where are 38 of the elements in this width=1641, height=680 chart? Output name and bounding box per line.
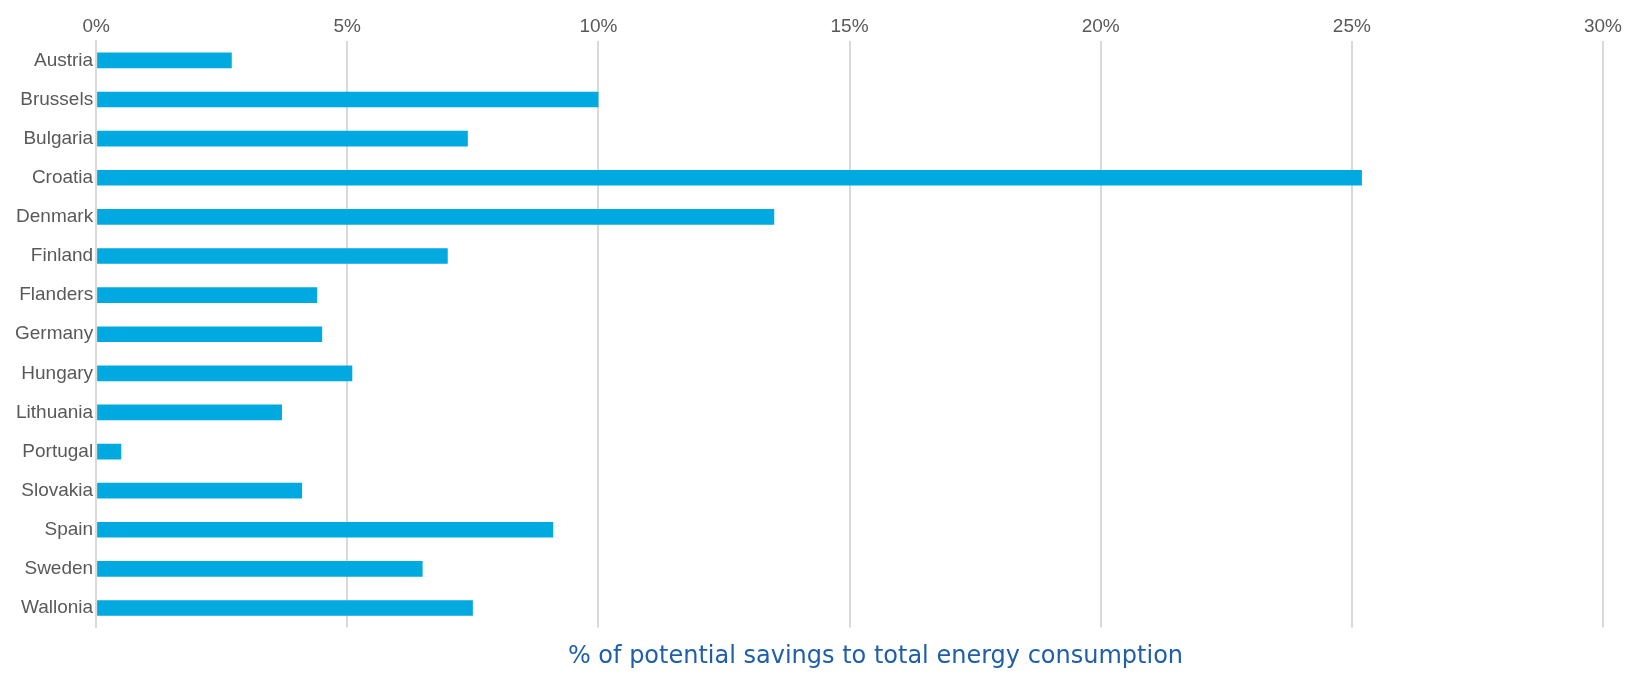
x-tick-label: 20% <box>1081 14 1120 36</box>
bar <box>97 521 554 538</box>
y-tick-label: Austria <box>33 48 94 70</box>
bar <box>97 443 122 460</box>
x-tick-label: 10% <box>579 14 618 36</box>
y-tick-label: Croatia <box>31 165 94 187</box>
y-tick-label: Flanders <box>19 283 94 305</box>
y-tick-label: Lithuania <box>16 400 94 422</box>
bar <box>97 91 599 108</box>
x-axis-title: % of potential savings to total energy consumption <box>566 641 1185 669</box>
y-tick-label: Finland <box>30 244 94 266</box>
x-tick-label: 0% <box>82 14 110 36</box>
bar <box>97 209 775 225</box>
y-tick-label: Brussels <box>20 87 94 109</box>
y-tick-label: Slovakia <box>21 478 94 500</box>
bar <box>97 482 303 499</box>
x-tick-label: 25% <box>1332 14 1371 36</box>
bar <box>97 130 468 147</box>
bar <box>97 365 353 382</box>
y-tick-label: Portugal <box>22 439 94 461</box>
bar <box>97 248 448 264</box>
y-tick-label: Denmark <box>16 205 94 227</box>
bar <box>97 404 282 421</box>
bar <box>97 561 423 577</box>
bar <box>97 287 318 303</box>
x-tick-label: 15% <box>830 14 869 36</box>
bar <box>97 600 473 616</box>
y-tick-label: Bulgaria <box>23 126 94 148</box>
bar <box>97 169 1362 186</box>
x-tick-label: 5% <box>333 14 362 36</box>
x-tick-label: 30% <box>1583 14 1623 36</box>
y-tick-label: Germany <box>14 322 94 344</box>
y-tick-label: Sweden <box>24 557 94 579</box>
y-tick-label: Hungary <box>21 361 94 383</box>
y-tick-label: Spain <box>44 518 94 540</box>
bar <box>97 52 232 69</box>
y-tick-label: Wallonia <box>20 596 94 618</box>
bar <box>97 326 323 343</box>
